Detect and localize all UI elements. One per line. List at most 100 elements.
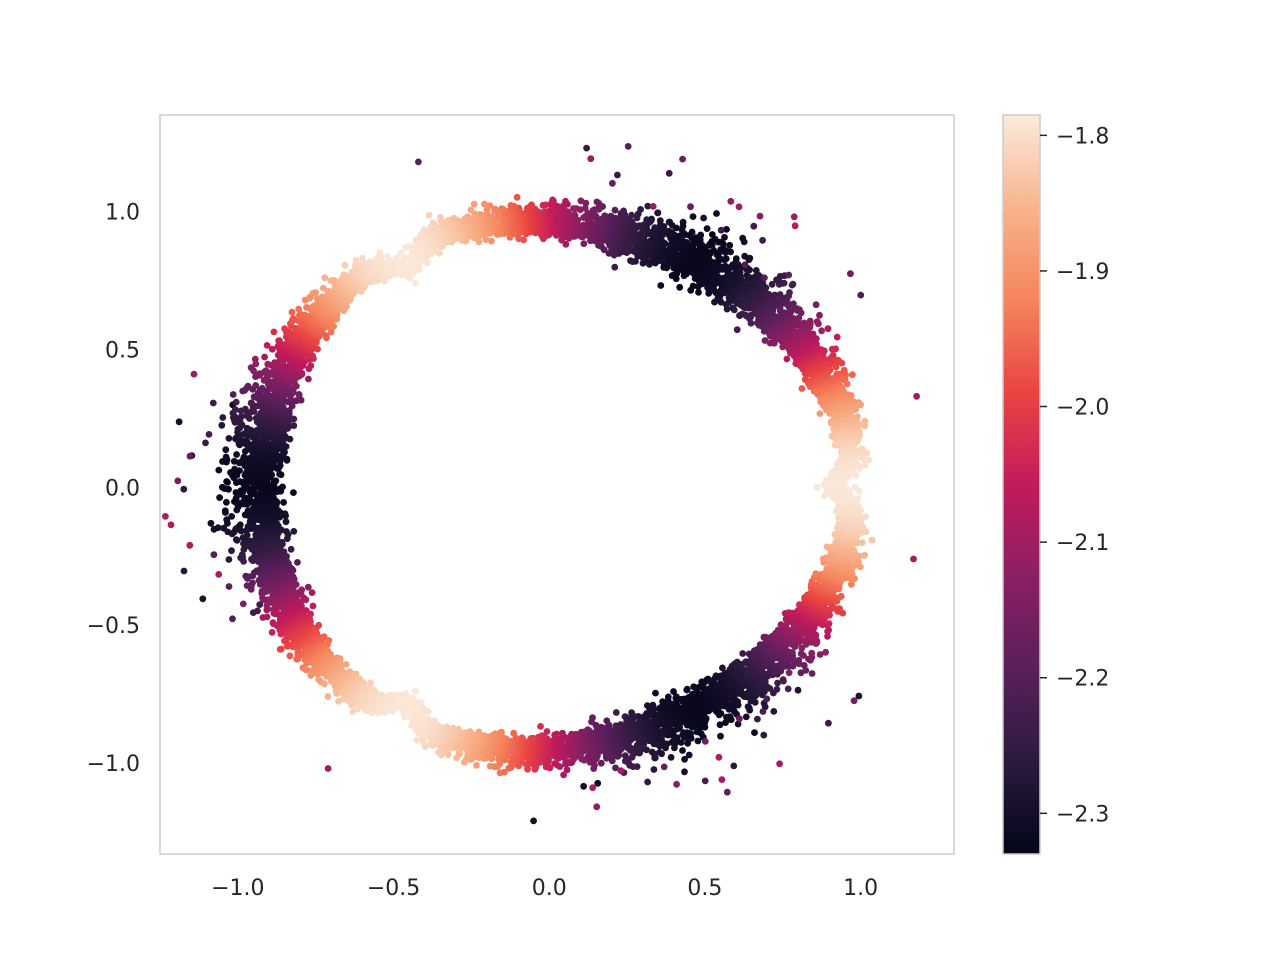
scatter-point <box>693 728 701 736</box>
scatter-point <box>723 305 731 313</box>
scatter-point <box>199 595 207 603</box>
scatter-point <box>824 325 832 333</box>
scatter-point <box>847 270 854 278</box>
scatter-point <box>679 155 686 163</box>
scatter-point <box>794 686 802 694</box>
scatter-point <box>282 518 290 526</box>
scatter-point <box>649 203 657 210</box>
scatter-point <box>210 551 218 559</box>
scatter-point <box>239 600 247 608</box>
scatter-point <box>580 782 587 790</box>
scatter-point <box>754 715 761 723</box>
scatter-point <box>695 289 702 296</box>
scatter-point <box>612 709 620 716</box>
scatter-point <box>850 697 858 705</box>
scatter-point <box>248 399 255 407</box>
scatter-point <box>760 731 768 739</box>
scatter-point <box>207 519 215 527</box>
scatter-point <box>577 197 585 205</box>
scatter-point <box>210 525 218 533</box>
scatter-point <box>597 759 605 767</box>
scatter-point <box>593 198 601 206</box>
scatter-point <box>305 375 312 383</box>
scatter-point <box>785 271 793 279</box>
scatter-point <box>280 499 287 506</box>
scatter-point <box>307 362 315 369</box>
scatter-point <box>276 513 284 521</box>
scatter-point <box>763 695 771 703</box>
scatter-point <box>721 669 729 677</box>
scatter-point <box>308 589 316 596</box>
scatter-point <box>687 203 694 211</box>
scatter-point <box>651 754 659 762</box>
scatter-point <box>681 768 688 776</box>
scatter-point <box>240 453 248 461</box>
scatter-point <box>736 263 743 270</box>
scatter-point <box>751 698 759 706</box>
scatter-point <box>679 218 687 226</box>
scatter-point <box>694 737 702 745</box>
scatter-point <box>167 521 175 529</box>
scatter-point <box>730 306 738 314</box>
scatter-point <box>762 284 770 292</box>
scatter-point <box>243 437 250 445</box>
scatter-point <box>713 210 720 217</box>
scatter-point <box>716 721 724 729</box>
scatter-point <box>689 213 697 221</box>
scatter-point <box>603 754 610 762</box>
scatter-point <box>759 236 766 244</box>
scatter-point <box>701 738 709 745</box>
scatter-point <box>302 596 310 604</box>
scatter-point <box>808 670 816 677</box>
scatter-point <box>276 337 283 344</box>
scatter-point <box>667 241 674 249</box>
scatter-point <box>614 171 621 179</box>
scatter-point <box>832 345 839 353</box>
scatter-point <box>723 788 731 796</box>
scatter-point <box>715 753 723 761</box>
scatter-point <box>659 698 666 705</box>
scatter-point <box>684 740 692 747</box>
scatter-point <box>655 705 663 712</box>
scatter-point <box>252 382 260 389</box>
scatter-point <box>218 421 226 429</box>
scatter-point <box>593 803 601 811</box>
scatter-point <box>822 648 829 656</box>
scatter-point <box>785 669 793 677</box>
scatter-point <box>224 519 231 527</box>
scatter-point <box>276 470 283 478</box>
scatter-point <box>262 588 270 596</box>
scatter-point <box>222 446 230 454</box>
scatter-point <box>570 205 577 212</box>
scatter-point <box>673 780 680 788</box>
scatter-point <box>562 760 569 768</box>
scatter-point <box>783 355 791 363</box>
scatter-point <box>657 282 665 289</box>
scatter-point <box>530 817 537 825</box>
scatter-point <box>282 512 289 520</box>
scatter-point <box>215 466 223 474</box>
scatter-point <box>241 405 249 413</box>
scatter-point <box>215 571 223 578</box>
scatter-point <box>717 710 725 717</box>
scatter-point <box>668 272 676 280</box>
scatter-point <box>180 567 188 575</box>
scatter-point <box>815 320 822 328</box>
scatter-point <box>589 784 597 792</box>
scatter-point <box>219 414 227 421</box>
scatter-point <box>790 213 798 221</box>
scatter-point <box>750 222 758 230</box>
scatter-point <box>717 298 725 306</box>
scatter-point <box>734 698 741 705</box>
scatter-point <box>741 261 749 269</box>
scatter-point <box>244 382 252 390</box>
scatter-point <box>726 241 734 249</box>
scatter-point <box>611 206 619 214</box>
scatter-point <box>223 478 231 485</box>
scatter-point <box>290 422 298 429</box>
scatter-point <box>603 717 611 725</box>
scatter-points <box>162 143 920 825</box>
scatter-point <box>747 319 755 327</box>
scatter-point <box>233 537 241 544</box>
scatter-point <box>768 280 776 288</box>
